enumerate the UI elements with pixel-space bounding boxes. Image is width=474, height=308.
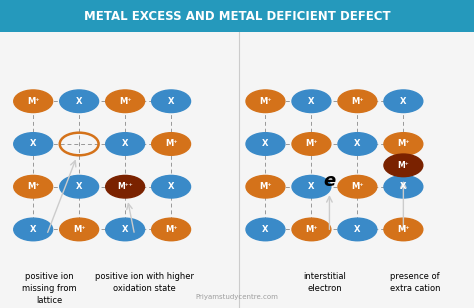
Text: METAL EXCESS AND METAL DEFICIENT DEFECT: METAL EXCESS AND METAL DEFICIENT DEFECT (84, 10, 390, 23)
Circle shape (384, 176, 423, 198)
Circle shape (106, 90, 145, 112)
Text: X: X (168, 97, 174, 106)
Circle shape (338, 218, 377, 241)
Text: M⁺: M⁺ (305, 225, 318, 234)
Circle shape (14, 176, 53, 198)
Circle shape (60, 90, 99, 112)
Circle shape (338, 133, 377, 155)
Text: presence of
extra cation: presence of extra cation (390, 272, 440, 293)
Text: X: X (262, 140, 269, 148)
Text: X: X (76, 182, 82, 191)
Text: X: X (122, 140, 128, 148)
Text: interstitial
electron: interstitial electron (303, 272, 346, 293)
Text: X: X (262, 225, 269, 234)
Circle shape (60, 218, 99, 241)
Text: X: X (400, 182, 407, 191)
Text: M⁺: M⁺ (351, 97, 364, 106)
Text: M⁺: M⁺ (119, 97, 131, 106)
Text: M⁺: M⁺ (27, 182, 39, 191)
Text: M⁺: M⁺ (397, 140, 410, 148)
Circle shape (246, 176, 285, 198)
Text: X: X (308, 97, 315, 106)
Circle shape (292, 218, 331, 241)
Text: X: X (400, 97, 407, 106)
Circle shape (338, 90, 377, 112)
Text: M⁺: M⁺ (165, 225, 177, 234)
Circle shape (152, 133, 191, 155)
Text: Priyamstudycentre.com: Priyamstudycentre.com (196, 294, 278, 300)
Text: M⁺: M⁺ (259, 182, 272, 191)
Text: X: X (354, 140, 361, 148)
Text: M⁺: M⁺ (397, 225, 410, 234)
Text: M⁺: M⁺ (165, 140, 177, 148)
Text: M⁺: M⁺ (259, 97, 272, 106)
Text: positive ion
missing from
lattice: positive ion missing from lattice (22, 272, 77, 305)
Text: M⁺: M⁺ (305, 140, 318, 148)
Circle shape (106, 176, 145, 198)
Circle shape (338, 176, 377, 198)
Circle shape (14, 90, 53, 112)
Text: X: X (168, 182, 174, 191)
Text: M⁺: M⁺ (398, 161, 409, 170)
Circle shape (246, 133, 285, 155)
Text: M⁺: M⁺ (27, 97, 39, 106)
Circle shape (246, 218, 285, 241)
Circle shape (384, 218, 423, 241)
Text: X: X (76, 97, 82, 106)
Text: X: X (354, 225, 361, 234)
Circle shape (292, 176, 331, 198)
Text: e: e (323, 172, 336, 190)
Text: X: X (30, 140, 36, 148)
Circle shape (384, 90, 423, 112)
Circle shape (292, 90, 331, 112)
Text: positive ion with higher
oxidation state: positive ion with higher oxidation state (95, 272, 194, 293)
Circle shape (246, 90, 285, 112)
Circle shape (106, 133, 145, 155)
Text: M⁺: M⁺ (73, 225, 85, 234)
Circle shape (14, 133, 53, 155)
Text: M⁺: M⁺ (351, 182, 364, 191)
Circle shape (292, 133, 331, 155)
Text: X: X (30, 225, 36, 234)
Circle shape (60, 176, 99, 198)
Circle shape (384, 133, 423, 155)
Circle shape (152, 176, 191, 198)
Circle shape (384, 154, 423, 177)
Text: X: X (308, 182, 315, 191)
Circle shape (14, 218, 53, 241)
Text: M⁺⁺: M⁺⁺ (117, 182, 133, 191)
Circle shape (152, 218, 191, 241)
Text: X: X (122, 225, 128, 234)
Circle shape (106, 218, 145, 241)
Circle shape (152, 90, 191, 112)
